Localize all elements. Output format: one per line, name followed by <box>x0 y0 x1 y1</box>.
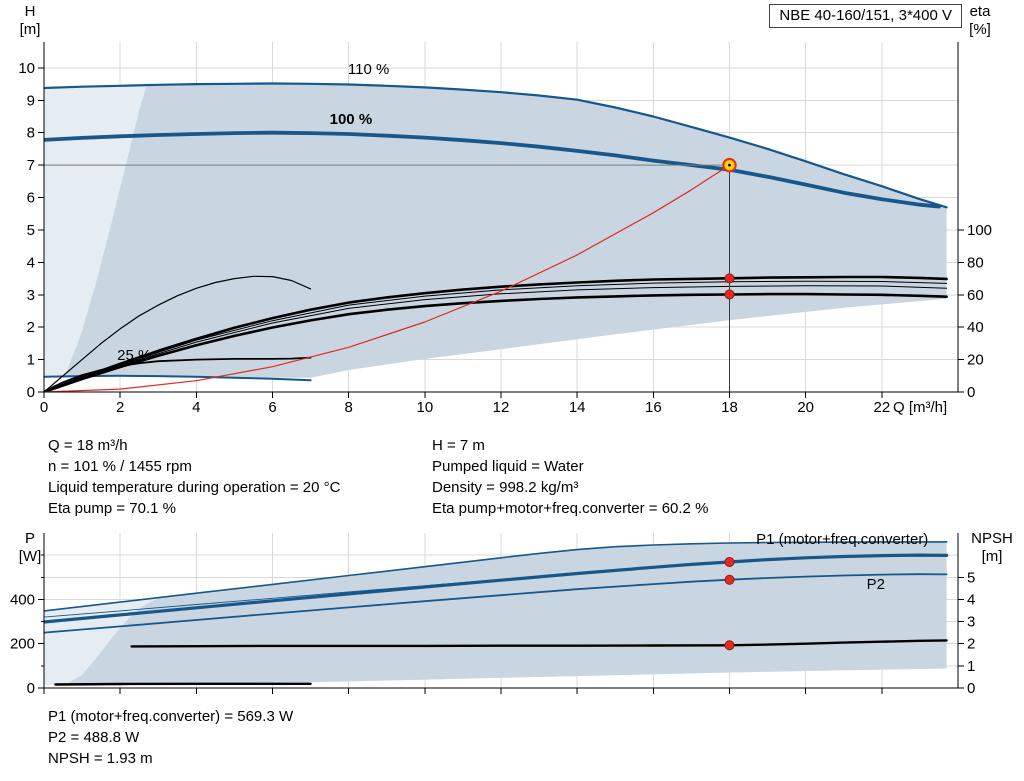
info-line: P1 (motor+freq.converter) = 569.3 W <box>48 708 294 725</box>
svg-text:100: 100 <box>967 222 992 239</box>
svg-text:0: 0 <box>967 384 975 401</box>
info-line: P2 = 488.8 W <box>48 729 140 746</box>
axis-label: [m] <box>20 21 41 38</box>
svg-text:10: 10 <box>416 399 433 416</box>
svg-text:400: 400 <box>10 591 35 608</box>
value-marker <box>724 640 735 651</box>
curve-label: P2 <box>867 576 885 593</box>
info-line: n = 101 % / 1455 rpm <box>48 458 192 475</box>
svg-text:4: 4 <box>192 399 200 416</box>
power-npsh-chart: 0 200 400 0 1 2 3 4 5 P[W] NPSH[m] P1 (motor+freq.c… <box>10 530 1013 697</box>
axes <box>38 533 964 694</box>
duty-point-marker <box>722 157 737 173</box>
svg-text:16: 16 <box>645 399 662 416</box>
svg-text:0: 0 <box>967 680 975 697</box>
series-eta-mid <box>44 285 948 392</box>
power-data: P1 (motor+freq.converter) = 569.3 W P2 = … <box>0 698 1024 769</box>
operating-data-right: H = 7 m Pumped liquid = Water Density = 99… <box>432 435 708 519</box>
svg-text:20: 20 <box>797 399 814 416</box>
svg-text:3: 3 <box>967 614 975 631</box>
axis-label: [m] <box>982 548 1003 565</box>
info-line: Liquid temperature during operation = 20… <box>48 479 341 496</box>
svg-text:0: 0 <box>27 384 35 401</box>
svg-text:80: 80 <box>967 254 984 271</box>
series-eta-mid2 <box>44 280 948 392</box>
svg-text:20: 20 <box>967 352 984 369</box>
series-system-curve <box>44 164 731 392</box>
svg-text:7: 7 <box>27 157 35 174</box>
info-line: NPSH = 1.93 m <box>48 750 153 767</box>
series-curve-100 <box>44 130 941 209</box>
svg-text:6: 6 <box>27 190 35 207</box>
svg-text:9: 9 <box>27 92 35 109</box>
svg-text:8: 8 <box>344 399 352 416</box>
curve-label: P1 (motor+freq.converter) <box>756 531 928 548</box>
series-p-25 <box>54 682 312 686</box>
svg-text:4: 4 <box>967 591 975 608</box>
series-curve-110 <box>44 82 948 209</box>
hq-eta-chart: 0 2 4 6 8 10 12 14 16 18 20 22012345678910020406080… <box>18 3 992 416</box>
svg-text:60: 60 <box>967 287 984 304</box>
svg-text:0: 0 <box>40 399 48 416</box>
svg-text:10: 10 <box>18 60 35 77</box>
series-eta-part-load <box>44 275 312 392</box>
svg-text:8: 8 <box>27 125 35 142</box>
info-line: Pumped liquid = Water <box>432 458 584 475</box>
svg-text:22: 22 <box>873 399 890 416</box>
svg-text:200: 200 <box>10 636 35 653</box>
info-line: Eta pump+motor+freq.converter = 60.2 % <box>432 500 709 517</box>
svg-text:3: 3 <box>27 287 35 304</box>
svg-text:5: 5 <box>967 569 975 586</box>
svg-text:14: 14 <box>569 399 586 416</box>
info-line: Q = 18 m³/h <box>48 437 128 454</box>
axis-label: eta <box>970 3 992 20</box>
info-line: Eta pump = 70.1 % <box>48 500 176 517</box>
x-axis-label: Q [m³/h] <box>893 399 947 416</box>
svg-text:5: 5 <box>27 222 35 239</box>
tick-labels: 0 200 400 0 1 2 3 4 5 <box>10 569 975 697</box>
series-p-110-limit <box>44 541 948 612</box>
axis-label: [W] <box>19 548 42 565</box>
axis-label: H <box>25 3 36 20</box>
axis-label: P <box>25 530 35 547</box>
curve-label: 100 % <box>330 111 373 128</box>
svg-text:1: 1 <box>967 658 975 675</box>
pump-title-box: NBE 40-160/151, 3*400 V <box>769 4 962 28</box>
info-line: H = 7 m <box>432 437 485 454</box>
axis-label: [%] <box>969 21 991 38</box>
curve-label: 110 % <box>348 61 389 78</box>
operating-data-left: Q = 18 m³/h n = 101 % / 1455 rpm Liquid te… <box>48 435 432 519</box>
value-marker <box>724 556 735 567</box>
value-marker <box>724 289 735 300</box>
series-curve-25-aux <box>44 356 312 392</box>
tick-labels: 0 2 4 6 8 10 12 14 16 18 20 22012345678910020406080… <box>18 60 992 416</box>
svg-text:2: 2 <box>967 636 975 653</box>
series-p1 <box>44 553 949 624</box>
series-eta-total <box>44 292 948 392</box>
svg-text:18: 18 <box>721 399 738 416</box>
operating-envelope <box>64 83 947 378</box>
value-marker <box>724 574 735 585</box>
svg-text:2: 2 <box>116 399 124 416</box>
series-npsh <box>130 639 948 648</box>
svg-text:40: 40 <box>967 319 984 336</box>
svg-text:2: 2 <box>27 319 35 336</box>
operating-point-data: Q = 18 m³/h n = 101 % / 1455 rpm Liquid te… <box>0 425 1024 523</box>
curve-label: 25 % <box>117 347 151 364</box>
info-line: Density = 998.2 kg/m³ <box>432 479 579 496</box>
svg-text:12: 12 <box>493 399 510 416</box>
svg-text:6: 6 <box>268 399 276 416</box>
svg-text:0: 0 <box>27 680 35 697</box>
series-p2 <box>44 573 948 634</box>
axes <box>38 42 964 398</box>
svg-text:4: 4 <box>27 254 35 271</box>
series-eta-pump <box>44 275 948 392</box>
axis-label: NPSH <box>971 530 1013 547</box>
value-marker <box>724 273 735 284</box>
operating-envelope <box>66 541 947 684</box>
svg-text:1: 1 <box>27 352 35 369</box>
